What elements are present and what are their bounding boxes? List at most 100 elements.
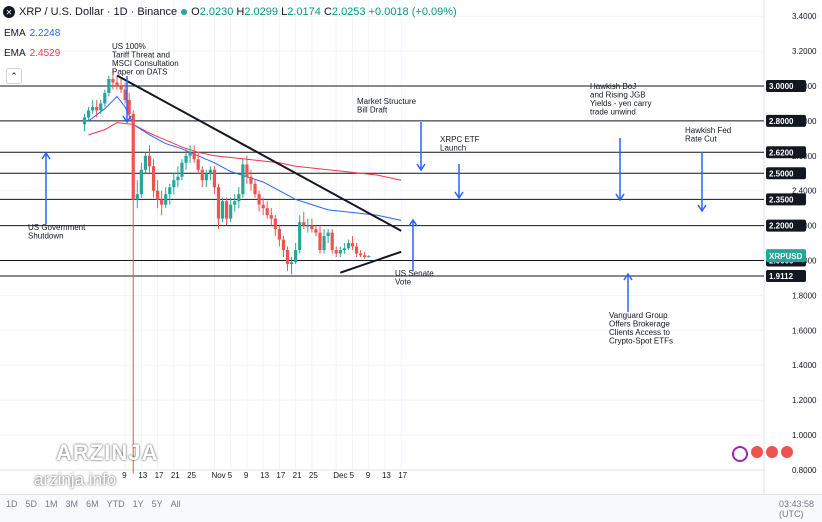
candle[interactable] bbox=[245, 164, 249, 177]
candle[interactable] bbox=[143, 155, 148, 170]
candle[interactable] bbox=[261, 204, 265, 209]
annotation-text: Yields - yen carry bbox=[590, 99, 652, 108]
candle[interactable] bbox=[151, 166, 156, 191]
timeframe-button[interactable]: YTD bbox=[106, 499, 125, 509]
candle[interactable] bbox=[257, 194, 261, 205]
candle[interactable] bbox=[354, 246, 359, 254]
candle[interactable] bbox=[86, 110, 91, 118]
candle[interactable] bbox=[310, 225, 314, 230]
candle[interactable] bbox=[220, 201, 225, 219]
candle[interactable] bbox=[314, 229, 318, 233]
candle[interactable] bbox=[265, 208, 269, 216]
candle[interactable] bbox=[119, 86, 123, 90]
y-tick-label: 1.4000 bbox=[792, 361, 817, 370]
candle[interactable] bbox=[115, 82, 119, 86]
candle[interactable] bbox=[184, 155, 188, 163]
candle[interactable] bbox=[168, 187, 172, 195]
candle[interactable] bbox=[200, 169, 204, 181]
candle[interactable] bbox=[225, 201, 229, 219]
candle[interactable] bbox=[289, 262, 294, 264]
chart-header: ✕ XRP / U.S. Dollar · 1D · Binance O2.02… bbox=[0, 0, 457, 24]
candle[interactable] bbox=[172, 180, 176, 188]
candle[interactable] bbox=[306, 225, 310, 227]
candle[interactable] bbox=[176, 176, 180, 181]
flag-icon[interactable] bbox=[766, 446, 778, 458]
candle[interactable] bbox=[342, 248, 346, 251]
candle[interactable] bbox=[363, 255, 367, 258]
candle[interactable] bbox=[127, 99, 131, 114]
candle[interactable] bbox=[95, 106, 99, 111]
candle[interactable] bbox=[273, 218, 277, 230]
candle[interactable] bbox=[330, 232, 334, 251]
candle[interactable] bbox=[91, 106, 95, 111]
timeframe-button[interactable]: 1D bbox=[6, 499, 18, 509]
tradingview-logo-icon[interactable] bbox=[732, 446, 748, 462]
flag-icon[interactable] bbox=[751, 446, 763, 458]
candle[interactable] bbox=[180, 162, 184, 177]
candle[interactable] bbox=[216, 187, 221, 219]
candle[interactable] bbox=[302, 222, 306, 226]
candle[interactable] bbox=[350, 243, 355, 247]
candle[interactable] bbox=[241, 164, 245, 195]
candle[interactable] bbox=[367, 256, 371, 258]
annotation-text: Offers Brokerage bbox=[609, 320, 670, 329]
candle[interactable] bbox=[334, 250, 338, 254]
candle[interactable] bbox=[164, 194, 168, 205]
ema-slow-legend[interactable]: EMA 2.4529 bbox=[4, 48, 61, 59]
collapse-legend-button[interactable]: ⌃ bbox=[6, 68, 22, 84]
candle[interactable] bbox=[111, 79, 115, 83]
candle[interactable] bbox=[253, 183, 257, 195]
candle[interactable] bbox=[99, 103, 103, 111]
trendline[interactable] bbox=[116, 74, 402, 232]
candle[interactable] bbox=[281, 239, 286, 251]
timeframe-button[interactable]: 5D bbox=[25, 499, 38, 509]
ema-slow-line[interactable] bbox=[88, 122, 402, 181]
candle[interactable] bbox=[188, 152, 192, 156]
candle[interactable] bbox=[318, 232, 322, 251]
symbol-title[interactable]: XRP / U.S. Dollar · 1D · Binance bbox=[19, 6, 178, 18]
timeframe-button[interactable]: 1M bbox=[45, 499, 58, 509]
candle[interactable] bbox=[338, 250, 342, 254]
candle[interactable] bbox=[204, 173, 208, 181]
timeframe-button[interactable]: 3M bbox=[65, 499, 79, 509]
annotation-text: XRPC ETF bbox=[440, 135, 480, 144]
price-axis[interactable] bbox=[764, 0, 822, 494]
candle[interactable] bbox=[147, 155, 152, 167]
candle[interactable] bbox=[237, 194, 241, 202]
candle[interactable] bbox=[208, 169, 212, 174]
timeframe-button[interactable]: 1Y bbox=[132, 499, 144, 509]
candle[interactable] bbox=[285, 250, 290, 264]
candle[interactable] bbox=[298, 222, 302, 251]
candle[interactable] bbox=[107, 79, 111, 93]
candle[interactable] bbox=[249, 176, 253, 184]
candle[interactable] bbox=[212, 169, 217, 188]
timeframe-button[interactable]: 5Y bbox=[151, 499, 163, 509]
level-label: 2.6200 bbox=[769, 148, 794, 157]
candle[interactable] bbox=[139, 169, 143, 195]
trendline[interactable] bbox=[339, 250, 402, 274]
candle[interactable] bbox=[326, 232, 330, 237]
candle[interactable] bbox=[196, 159, 200, 170]
candle[interactable] bbox=[131, 113, 135, 200]
candle[interactable] bbox=[294, 250, 298, 263]
candle[interactable] bbox=[135, 194, 139, 200]
candle[interactable] bbox=[346, 243, 351, 249]
ema-fast-legend[interactable]: EMA 2.2248 bbox=[4, 28, 61, 39]
timeframe-button[interactable]: 6M bbox=[86, 499, 99, 509]
candle[interactable] bbox=[269, 215, 273, 219]
candle[interactable] bbox=[359, 253, 363, 256]
ema-fast-line[interactable] bbox=[88, 95, 402, 221]
candle[interactable] bbox=[322, 236, 326, 251]
level-label-bg bbox=[766, 193, 806, 206]
candle[interactable] bbox=[103, 92, 107, 104]
candle[interactable] bbox=[233, 201, 237, 205]
candle[interactable] bbox=[192, 152, 196, 160]
candle[interactable] bbox=[123, 89, 127, 100]
flag-icon[interactable] bbox=[781, 446, 793, 458]
candle[interactable] bbox=[82, 117, 87, 125]
candle[interactable] bbox=[160, 199, 164, 205]
candle[interactable] bbox=[277, 229, 281, 240]
timeframe-button[interactable]: All bbox=[170, 499, 181, 509]
candle[interactable] bbox=[156, 190, 160, 200]
candle[interactable] bbox=[229, 204, 233, 219]
